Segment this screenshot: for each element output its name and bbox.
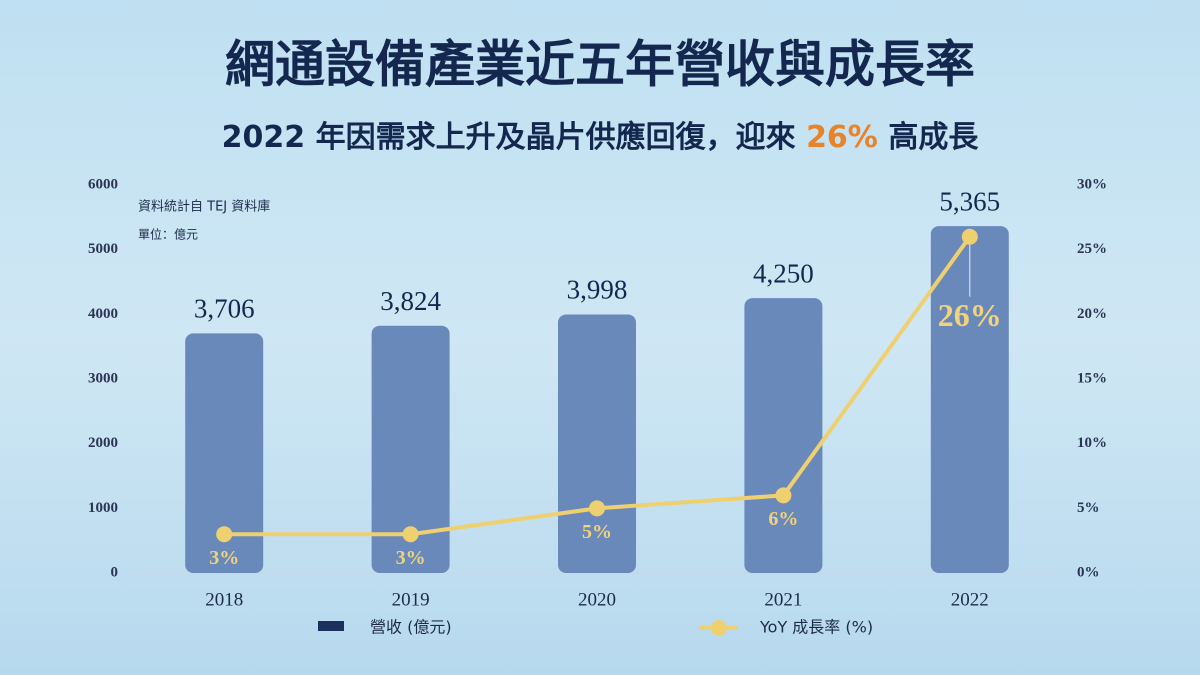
y2-tick-label: 30% <box>1077 176 1107 192</box>
bar <box>185 333 264 573</box>
value-label: 4,250 <box>753 258 814 288</box>
legend-label: YoY 成長率 (%) <box>759 618 873 637</box>
yoy-point <box>402 526 419 543</box>
x-tick-label: 2020 <box>578 589 616 610</box>
bar <box>744 298 823 573</box>
y2-tick-label: 20% <box>1077 306 1107 322</box>
chart-subtitle: 2022 年因需求上升及晶片供應回復，迎來 26% 高成長 <box>222 120 980 155</box>
yoy-label: 6% <box>768 508 798 530</box>
yoy-label: 3% <box>209 547 239 569</box>
y-tick-label: 2000 <box>88 435 118 451</box>
bar <box>930 226 1009 573</box>
y2-tick-label: 10% <box>1077 435 1107 451</box>
y2-tick-label: 25% <box>1077 241 1107 257</box>
legend-swatch <box>711 620 727 636</box>
value-label: 3,998 <box>567 275 628 305</box>
bar <box>371 325 450 573</box>
unit-note: 單位：億元 <box>138 227 198 242</box>
legend-label: 營收 (億元) <box>370 618 452 637</box>
yoy-point <box>589 500 605 517</box>
value-label: 3,706 <box>194 294 255 324</box>
yoy-label: 3% <box>396 547 426 569</box>
subtitle-part: 高成長 <box>878 120 979 155</box>
source-note: 資料統計自 TEJ 資料庫 <box>138 199 270 215</box>
subtitle-highlight: 26% <box>806 120 878 155</box>
yoy-label: 26% <box>938 297 1002 333</box>
x-tick-label: 2022 <box>951 589 989 610</box>
y2-tick-label: 15% <box>1077 370 1107 386</box>
value-label: 3,824 <box>380 286 441 316</box>
y-tick-label: 4000 <box>88 306 118 322</box>
subtitle-part: 2022 年因需求上升及晶片供應回復，迎來 <box>222 120 806 155</box>
value-label: 5,365 <box>939 186 1000 216</box>
y-tick-label: 1000 <box>88 500 118 516</box>
yoy-point <box>216 526 233 543</box>
yoy-point <box>961 228 978 245</box>
y-tick-label: 0 <box>111 564 119 580</box>
y2-tick-label: 0% <box>1077 564 1100 580</box>
x-tick-label: 2018 <box>205 589 243 610</box>
x-tick-label: 2019 <box>392 589 430 610</box>
legend-swatch <box>318 621 344 631</box>
chart-title: 網通設備產業近五年營收與成長率 <box>225 36 975 94</box>
x-tick-label: 2021 <box>764 589 802 610</box>
y2-tick-label: 5% <box>1077 500 1100 516</box>
y-tick-label: 3000 <box>88 370 118 386</box>
y-tick-label: 5000 <box>88 241 118 257</box>
y-tick-label: 6000 <box>88 176 118 192</box>
yoy-label: 5% <box>582 521 612 543</box>
yoy-point <box>775 487 792 504</box>
